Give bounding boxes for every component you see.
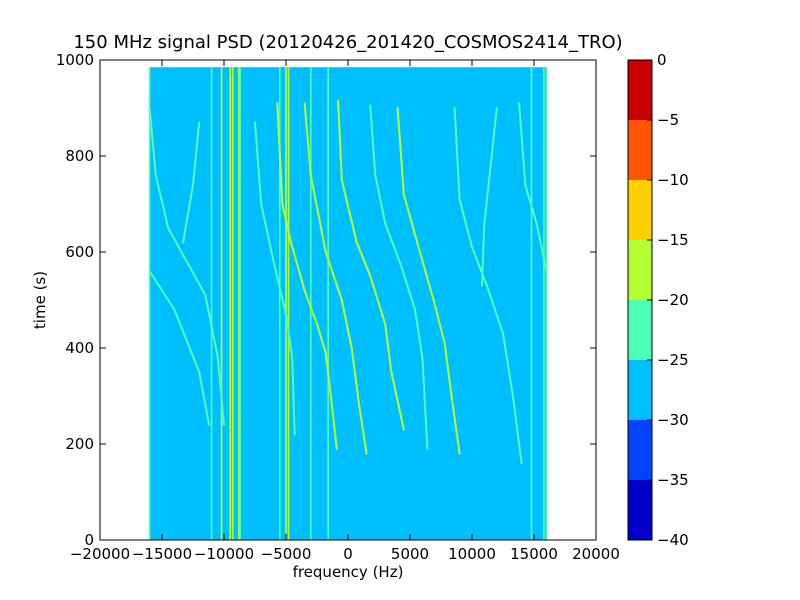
colorbar: −40 −35 −30 −25 −20 −15 −10 −5 0 bbox=[627, 51, 689, 549]
colorbar-tick-label: −20 bbox=[657, 291, 689, 309]
doppler-track bbox=[148, 107, 225, 426]
x-tick-label: −5000 bbox=[261, 545, 312, 563]
colorbar-segment bbox=[628, 360, 652, 420]
colorbar-segment bbox=[628, 480, 652, 540]
doppler-track bbox=[182, 121, 201, 244]
colorbar-tick-label: −30 bbox=[657, 411, 689, 429]
colorbar-tick-label: −40 bbox=[657, 531, 689, 549]
colorbar-tick-label: −25 bbox=[657, 351, 689, 369]
x-tick-label: 5000 bbox=[391, 545, 429, 563]
y-axis: 0 200 400 600 800 1000 bbox=[56, 51, 596, 549]
doppler-track bbox=[276, 102, 338, 450]
y-tick-label: 1000 bbox=[56, 51, 94, 69]
colorbar-tick-label: −15 bbox=[657, 231, 689, 249]
x-tick-label: 0 bbox=[343, 545, 353, 563]
doppler-track bbox=[148, 270, 211, 426]
heatmap-background bbox=[149, 67, 547, 540]
colorbar-tick-label: −5 bbox=[657, 111, 679, 129]
colorbar-segment bbox=[628, 420, 652, 480]
doppler-track bbox=[396, 107, 461, 455]
colorbar-segment bbox=[628, 180, 652, 240]
doppler-tracks bbox=[148, 99, 548, 465]
chart-title: 150 MHz signal PSD (20120426_201420_COSM… bbox=[73, 32, 622, 53]
colorbar-tick-label: −35 bbox=[657, 471, 689, 489]
y-tick-label: 600 bbox=[65, 243, 94, 261]
colorbar-segment bbox=[628, 240, 652, 300]
colorbar-segment bbox=[628, 300, 652, 360]
colorbar-segment bbox=[628, 120, 652, 180]
x-tick-label: −10000 bbox=[194, 545, 254, 563]
x-axis-label: frequency (Hz) bbox=[293, 563, 404, 581]
heatmap-fill bbox=[149, 67, 547, 540]
y-tick-label: 0 bbox=[84, 531, 94, 549]
plot-area bbox=[99, 59, 597, 541]
colorbar-tick-label: −10 bbox=[657, 171, 689, 189]
x-tick-label: 15000 bbox=[510, 545, 558, 563]
x-tick-label: 10000 bbox=[448, 545, 496, 563]
vertical-lines bbox=[148, 67, 548, 540]
doppler-track bbox=[480, 107, 498, 287]
y-tick-label: 800 bbox=[65, 147, 94, 165]
colorbar-tick-label: 0 bbox=[657, 51, 667, 69]
doppler-track bbox=[254, 121, 296, 436]
x-tick-label: −15000 bbox=[132, 545, 192, 563]
doppler-track bbox=[518, 102, 548, 273]
doppler-track bbox=[303, 102, 368, 455]
doppler-track bbox=[453, 107, 523, 465]
doppler-track bbox=[369, 104, 429, 450]
y-tick-label: 400 bbox=[65, 339, 94, 357]
x-tick-label: 20000 bbox=[572, 545, 620, 563]
doppler-track bbox=[337, 99, 405, 431]
x-tick-label: −20000 bbox=[70, 545, 130, 563]
y-tick-label: 200 bbox=[65, 435, 94, 453]
x-axis: −20000 −15000 −10000 −5000 0 5000 10000 15000 20… bbox=[70, 60, 620, 563]
y-axis-label: time (s) bbox=[31, 271, 49, 329]
colorbar-segment bbox=[628, 60, 652, 120]
